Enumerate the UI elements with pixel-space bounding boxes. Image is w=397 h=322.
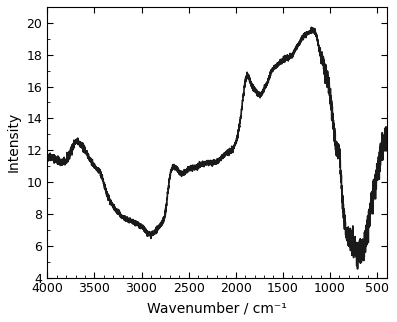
Y-axis label: Intensity: Intensity xyxy=(7,112,21,172)
X-axis label: Wavenumber / cm⁻¹: Wavenumber / cm⁻¹ xyxy=(147,301,287,315)
